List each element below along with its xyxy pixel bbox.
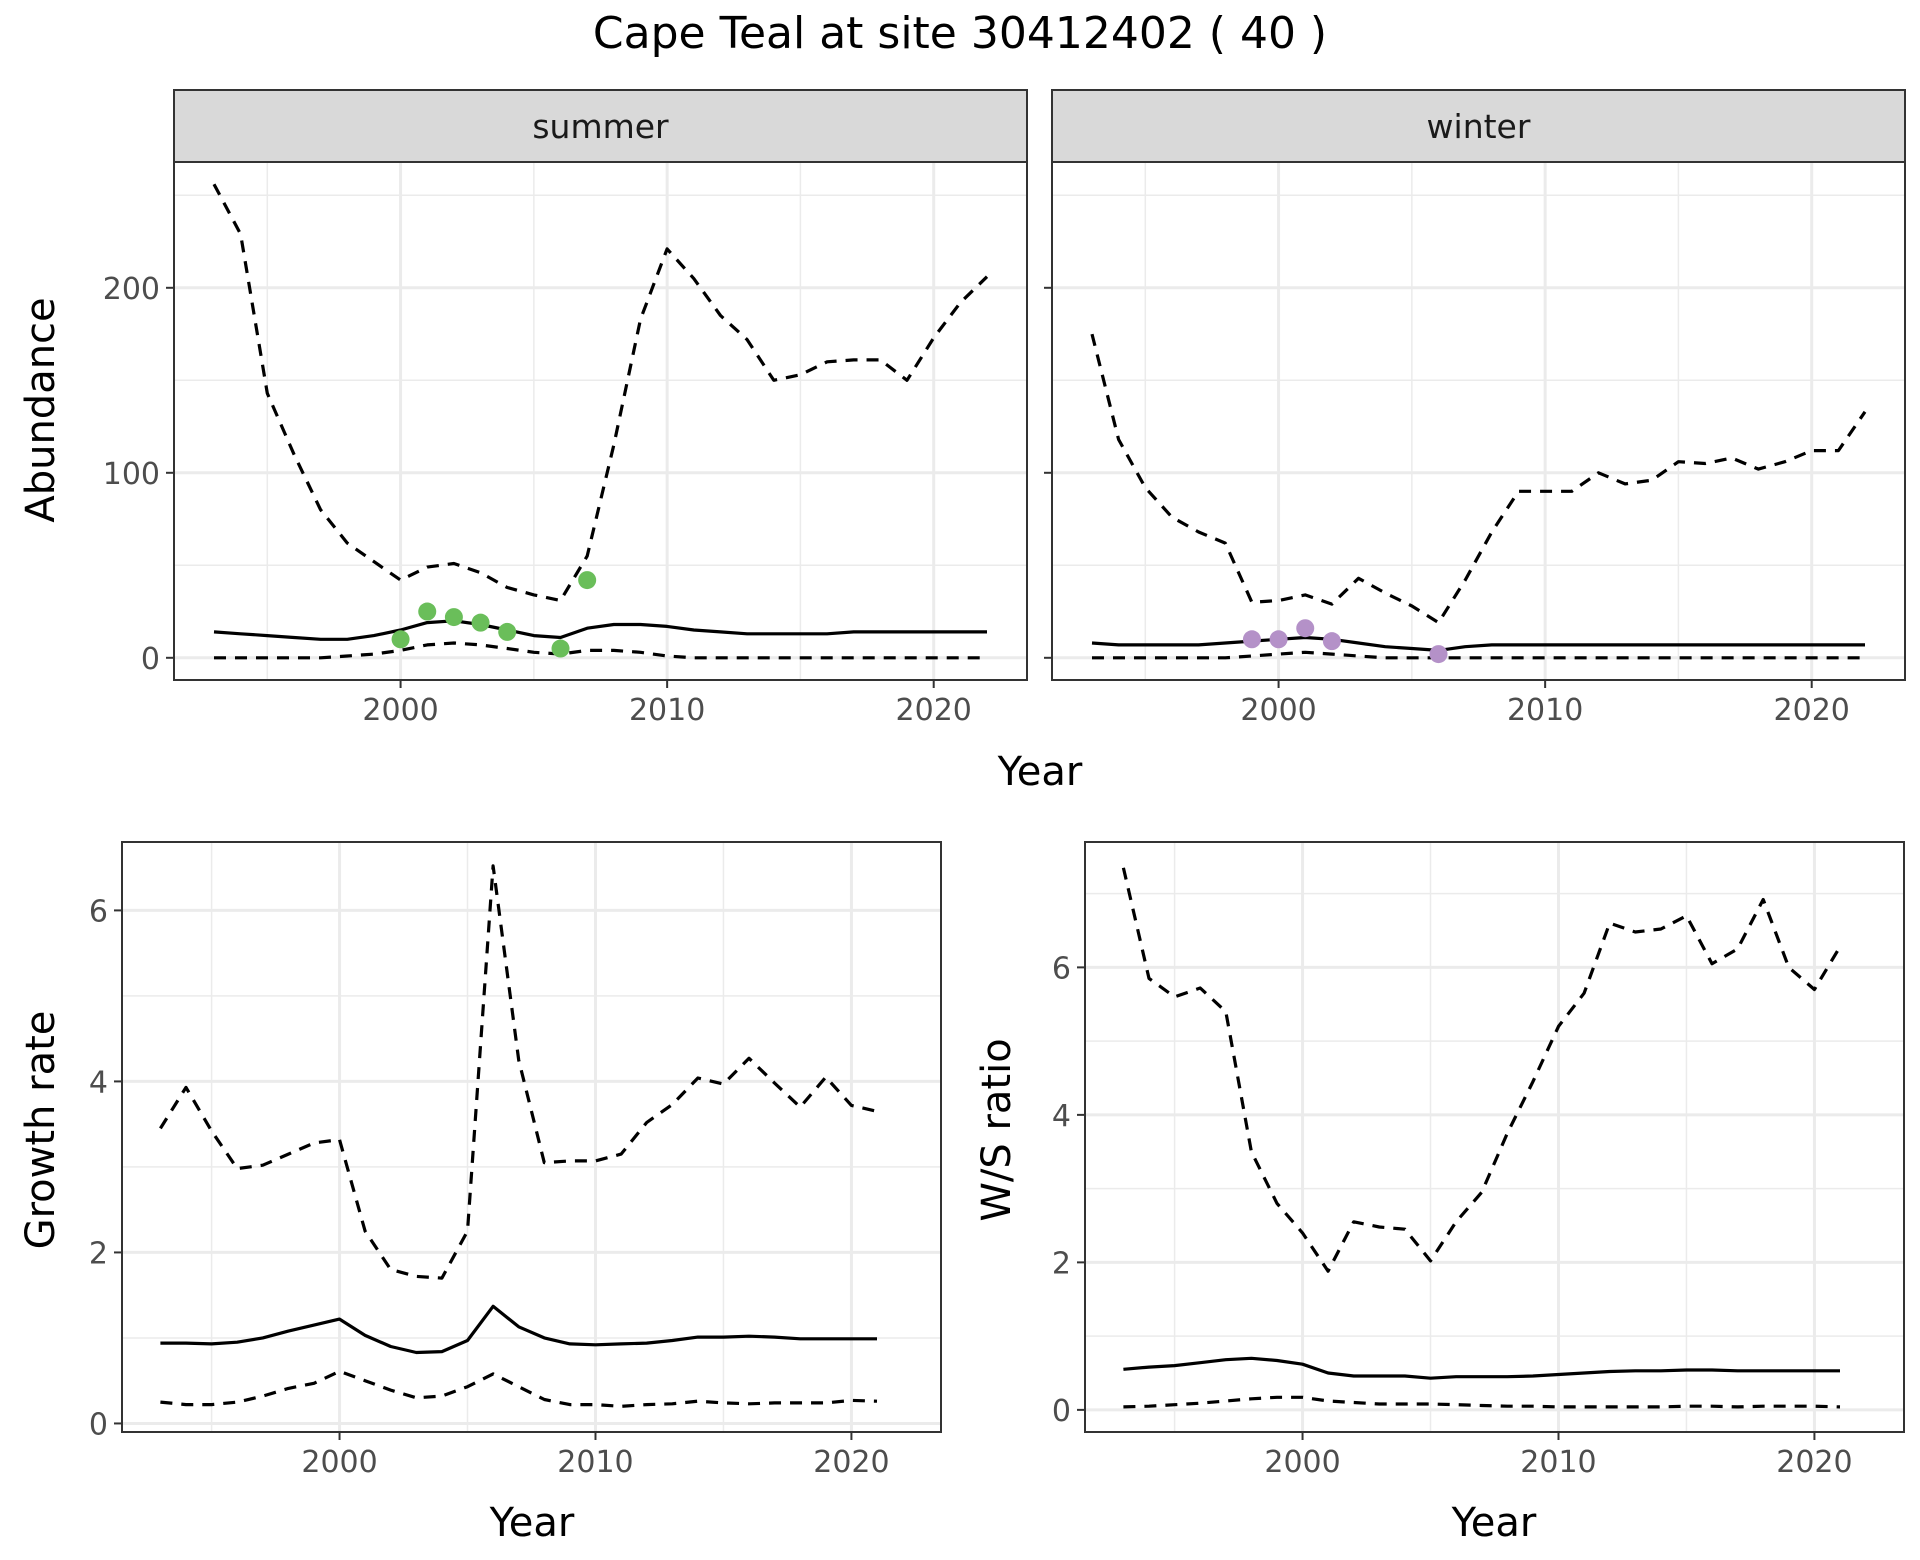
growth-lower-bound-line — [160, 1369, 878, 1408]
ratio-median-line — [1123, 1356, 1840, 1380]
ratio-gridlines — [1085, 842, 1904, 1432]
winter-x-ticks: 2000 2010 2020 — [1240, 680, 1850, 728]
summer-upper-bound-line — [212, 183, 989, 603]
ratio-x-tick-label: 2010 — [1520, 1445, 1596, 1480]
growth-lines — [159, 864, 878, 1408]
growth-upper-bound-line — [159, 864, 878, 1280]
winter-observation-point — [1242, 630, 1261, 649]
summer-y-tick-label: 200 — [103, 272, 160, 307]
growth-y-tick-label: 2 — [89, 1236, 108, 1271]
growth-x-tick-label: 2020 — [813, 1445, 889, 1480]
ratio-y-tick-label: 2 — [1052, 1246, 1071, 1281]
growth-frame — [121, 841, 942, 1433]
winter-observation-point — [1322, 632, 1341, 651]
ratio-lower-bound-line — [1123, 1395, 1841, 1409]
ratio-panel-background — [1085, 842, 1904, 1432]
growth-y-axis-title: Growth rate — [18, 1011, 64, 1250]
summer-points — [391, 571, 597, 658]
ratio-panel: 2000 2010 2020 0 2 4 6 — [1052, 841, 1905, 1480]
ratio-y-tick-label: 0 — [1052, 1394, 1071, 1429]
winter-observation-point — [1429, 645, 1448, 664]
summer-observation-point — [498, 622, 517, 641]
summer-y-tick-label: 0 — [141, 642, 160, 677]
winter-panel: winter 2000 2010 2020 — [1044, 89, 1906, 728]
ratio-panel-border — [1084, 841, 1905, 1433]
summer-strip-label: summer — [532, 107, 669, 146]
summer-x-tick-label: 2020 — [896, 693, 972, 728]
ratio-y-tick-label: 4 — [1052, 1099, 1071, 1134]
growth-panel-background — [122, 842, 941, 1432]
summer-observation-point — [578, 571, 597, 590]
winter-strip-background — [1051, 89, 1906, 163]
winter-median-line — [1091, 635, 1865, 652]
winter-gridlines — [1052, 162, 1905, 680]
growth-median-line — [160, 1304, 877, 1355]
growth-x-ticks: 2000 2010 2020 — [301, 1432, 890, 1480]
growth-x-axis-title: Year — [489, 1500, 575, 1546]
ratio-y-ticks: 0 2 4 6 — [1052, 951, 1085, 1429]
summer-panel-background — [174, 162, 1027, 680]
summer-gridlines — [174, 162, 1027, 680]
winter-panel-background — [1052, 162, 1905, 680]
winter-strip: winter — [1051, 89, 1906, 163]
winter-x-tick-label: 2010 — [1507, 693, 1583, 728]
ratio-x-tick-label: 2000 — [1264, 1445, 1340, 1480]
summer-strip: summer — [173, 89, 1028, 163]
growth-x-tick-label: 2010 — [557, 1445, 633, 1480]
growth-y-tick-label: 0 — [89, 1407, 108, 1442]
summer-observation-point — [418, 602, 437, 621]
winter-x-tick-label: 2000 — [1240, 693, 1316, 728]
growth-panel-border — [121, 841, 942, 1433]
summer-x-tick-label: 2010 — [629, 693, 705, 728]
winter-x-tick-label: 2020 — [1774, 693, 1850, 728]
winter-lower-bound-line — [1092, 650, 1865, 660]
summer-lines — [212, 183, 989, 660]
winter-strip-label: winter — [1427, 107, 1531, 146]
winter-observation-point — [1269, 630, 1288, 649]
summer-median-line — [213, 619, 987, 641]
ratio-frame — [1084, 841, 1905, 1433]
winter-observation-point — [1296, 619, 1315, 638]
growth-y-tick-label: 4 — [89, 1065, 108, 1100]
summer-observation-point — [391, 630, 410, 649]
winter-upper-bound-line — [1090, 333, 1867, 625]
summer-strip-background — [173, 89, 1028, 163]
top-y-axis-title: Abundance — [18, 297, 64, 522]
summer-y-ticks: 0 100 200 — [103, 272, 174, 677]
ratio-x-ticks: 2000 2010 2020 — [1264, 1432, 1853, 1480]
winter-points — [1242, 619, 1448, 664]
ratio-y-tick-label: 6 — [1052, 951, 1071, 986]
summer-y-tick-label: 100 — [103, 457, 160, 492]
figure-title: Cape Teal at site 30412402 ( 40 ) — [593, 8, 1327, 59]
winter-lines — [1090, 333, 1867, 660]
summer-x-ticks: 2000 2010 2020 — [362, 680, 972, 728]
top-x-axis-title: Year — [997, 749, 1083, 795]
growth-panel: 2000 2010 2020 0 2 4 6 — [89, 841, 942, 1480]
ratio-upper-bound-line — [1121, 867, 1842, 1273]
summer-panel: summer 2000 2010 2020 0 100 200 — [103, 89, 1028, 728]
summer-lower-bound-line — [214, 641, 987, 660]
growth-x-tick-label: 2000 — [301, 1445, 377, 1480]
ratio-y-axis-title: W/S ratio — [974, 1038, 1020, 1221]
ratio-x-axis-title: Year — [1451, 1500, 1537, 1546]
summer-x-tick-label: 2000 — [362, 693, 438, 728]
summer-observation-point — [471, 613, 490, 632]
growth-y-tick-label: 6 — [89, 894, 108, 929]
summer-observation-point — [551, 639, 570, 658]
ratio-x-tick-label: 2020 — [1776, 1445, 1852, 1480]
growth-y-ticks: 0 2 4 6 — [89, 894, 122, 1442]
winter-y-ticks — [1044, 286, 1052, 659]
summer-observation-point — [444, 608, 463, 627]
growth-gridlines — [122, 842, 941, 1432]
ratio-lines — [1121, 867, 1842, 1409]
